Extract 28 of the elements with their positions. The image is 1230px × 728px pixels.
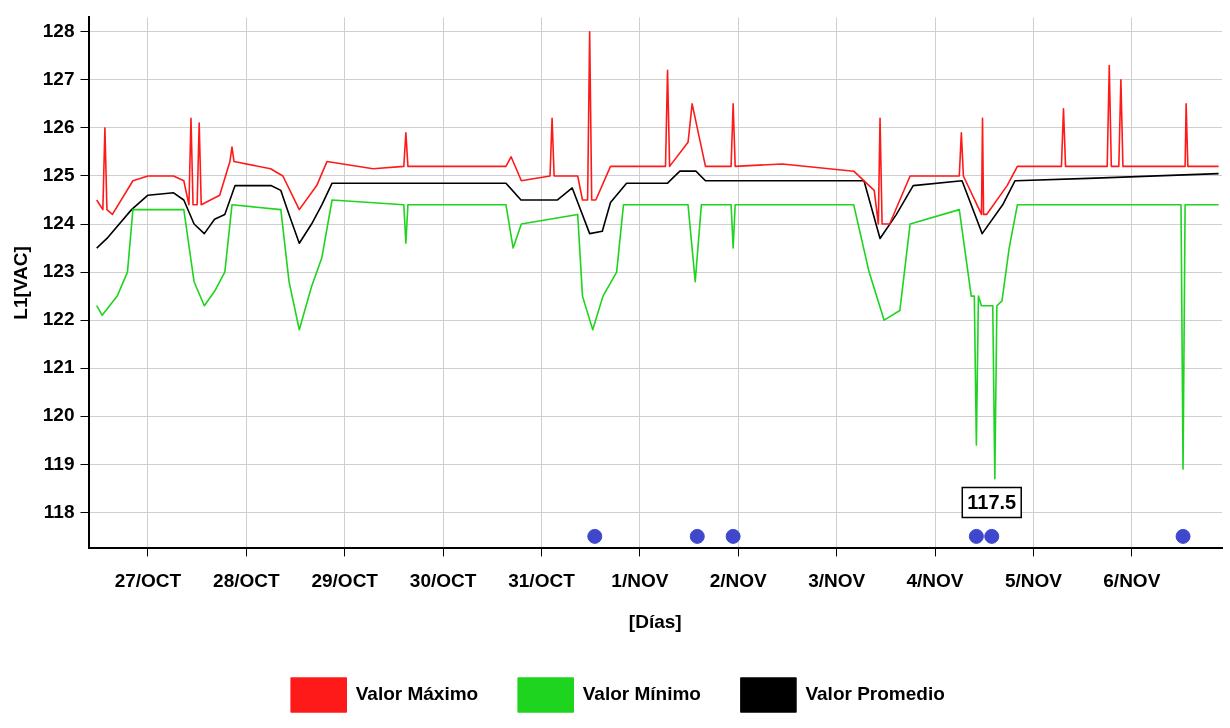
x-tick-label: 30/OCT — [409, 570, 477, 592]
y-tick-label: 128 — [42, 20, 75, 42]
x-tick-label: 27/OCT — [114, 570, 182, 592]
y-tick-label: 125 — [42, 164, 75, 186]
y-tick-label: 119 — [43, 452, 75, 474]
y-axis-title: L1[VAC] — [9, 246, 31, 320]
y-tick-label: 120 — [42, 404, 75, 426]
legend-label: Valor Promedio — [805, 683, 945, 705]
y-tick-label: 118 — [43, 500, 75, 522]
legend-label: Valor Mínimo — [582, 683, 701, 705]
y-tick-label: 126 — [42, 116, 75, 138]
x-tick-label: 4/NOV — [906, 570, 964, 592]
x-axis-title: [Días] — [628, 610, 682, 632]
x-tick-label: 6/NOV — [1103, 570, 1161, 592]
y-tick-label: 122 — [42, 308, 75, 330]
y-tick-label: 124 — [42, 212, 75, 234]
y-tick-label: 121 — [42, 356, 75, 378]
x-tick-label: 31/OCT — [508, 570, 576, 592]
y-tick-label: 123 — [42, 260, 75, 282]
legend-label: Valor Máximo — [355, 683, 479, 705]
x-tick-label: 1/NOV — [611, 570, 669, 592]
x-tick-label: 2/NOV — [709, 570, 768, 592]
x-tick-label: 5/NOV — [1004, 570, 1063, 592]
y-tick-label: 127 — [42, 68, 75, 90]
x-tick-label: 29/OCT — [311, 570, 379, 592]
annotation: 117.5 — [967, 490, 1017, 513]
x-tick-label: 3/NOV — [808, 570, 866, 592]
x-tick-label: 28/OCT — [213, 570, 280, 592]
